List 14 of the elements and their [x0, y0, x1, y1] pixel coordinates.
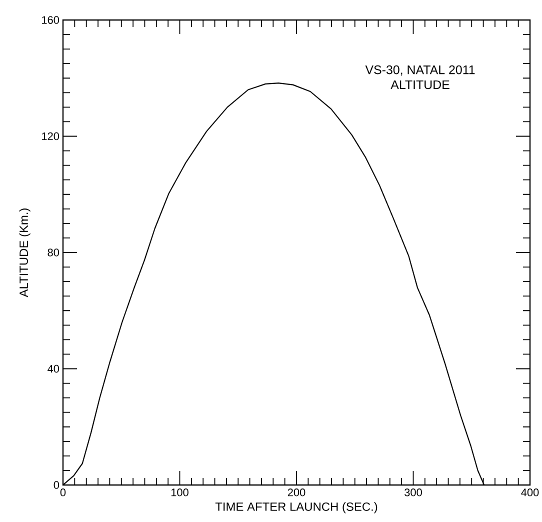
y-tick-label: 160: [42, 16, 60, 24]
y-tick-label: 40: [48, 364, 60, 373]
y-tick-label: 0: [54, 481, 60, 489]
text: VS-30, NATAL 2011: [365, 65, 475, 76]
x-tick-label: 400: [521, 488, 539, 496]
y-tick-label: 120: [42, 132, 60, 140]
x-tick-label: 300: [404, 488, 422, 496]
text: ALTITUDE: [390, 80, 450, 90]
x-axis-title: TIME AFTER LAUNCH (SEC.): [215, 502, 378, 514]
y-axis-title: ALTITUDE (Km.): [19, 208, 30, 298]
x-tick-label: 200: [288, 488, 306, 496]
y-tick-label: 80: [48, 248, 60, 256]
x-tick-label: 0: [60, 488, 66, 496]
x-tick-label: 100: [171, 488, 188, 496]
